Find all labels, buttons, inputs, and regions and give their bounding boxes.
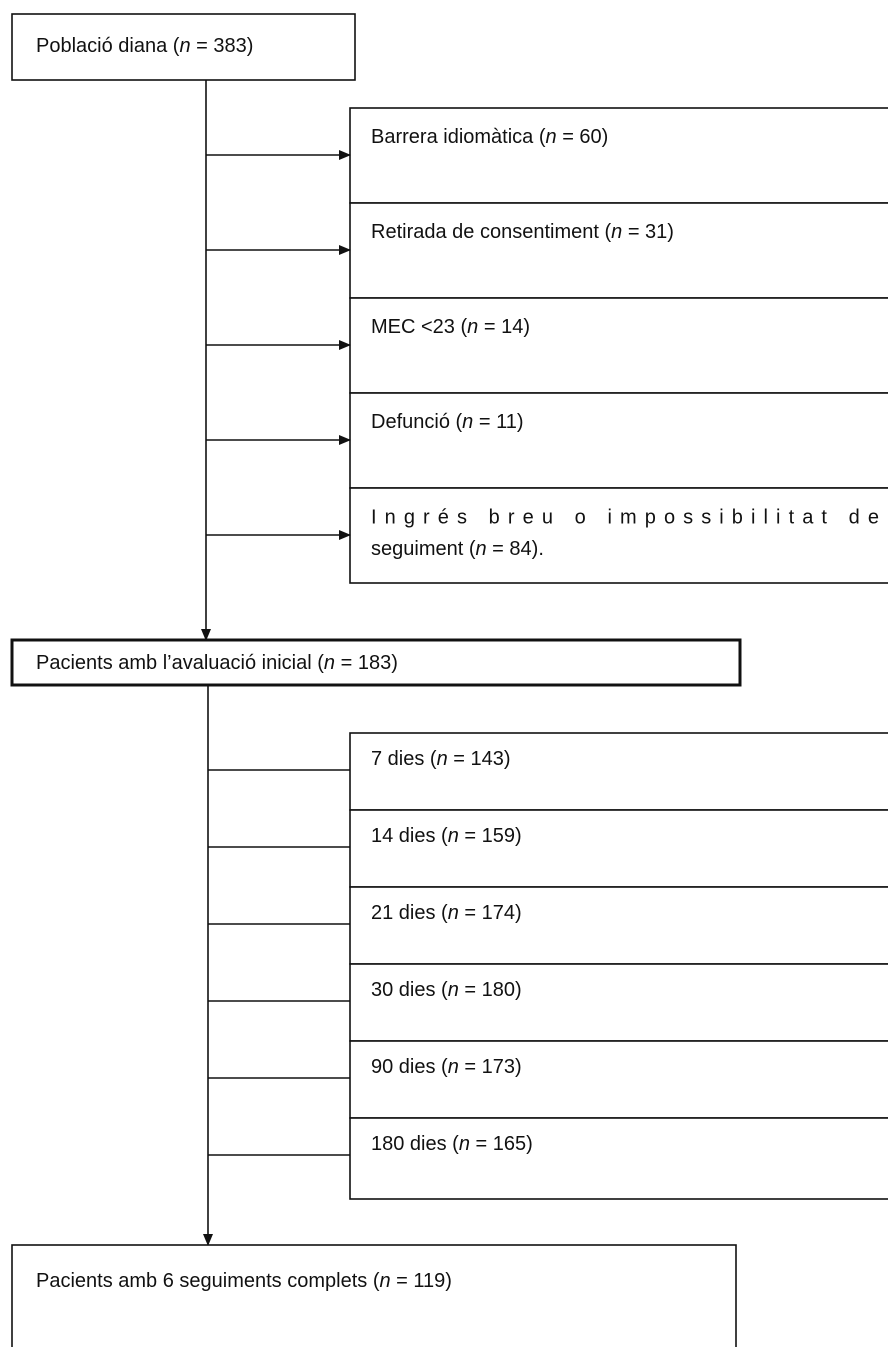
box bbox=[11, 1244, 737, 1347]
box-label: 180 dies (n = 165) bbox=[371, 1133, 533, 1155]
box-label: Pacients amb 6 seguiments complets (n = … bbox=[36, 1270, 452, 1292]
box-label: Retirada de consentiment (n = 31) bbox=[371, 221, 674, 243]
box bbox=[349, 1040, 888, 1119]
box-label: Barrera idiomàtica (n = 60) bbox=[371, 126, 608, 148]
box-label: 30 dies (n = 180) bbox=[371, 979, 522, 1001]
box-label: MEC <23 (n = 14) bbox=[371, 316, 530, 338]
box bbox=[349, 202, 888, 299]
box-label: Pacients amb l’avaluació inicial (n = 18… bbox=[36, 652, 398, 674]
box bbox=[10, 638, 742, 687]
box-label: 90 dies (n = 173) bbox=[371, 1056, 522, 1078]
box-label: 21 dies (n = 174) bbox=[371, 902, 522, 924]
box bbox=[349, 732, 888, 811]
box bbox=[349, 487, 888, 584]
box bbox=[349, 1117, 888, 1200]
box bbox=[349, 107, 888, 204]
box-label: seguiment (n = 84). bbox=[371, 538, 544, 560]
box bbox=[349, 963, 888, 1042]
box-label: 14 dies (n = 159) bbox=[371, 825, 522, 847]
box bbox=[11, 13, 356, 81]
box bbox=[349, 809, 888, 888]
box-label: Població diana (n = 383) bbox=[36, 35, 253, 57]
box bbox=[349, 297, 888, 394]
box-label: 7 dies (n = 143) bbox=[371, 748, 511, 770]
box bbox=[349, 886, 888, 965]
box-label: Ingrés breu o impossibilitat de bbox=[371, 506, 879, 528]
box-label: Defunció (n = 11) bbox=[371, 411, 524, 433]
box bbox=[349, 392, 888, 489]
